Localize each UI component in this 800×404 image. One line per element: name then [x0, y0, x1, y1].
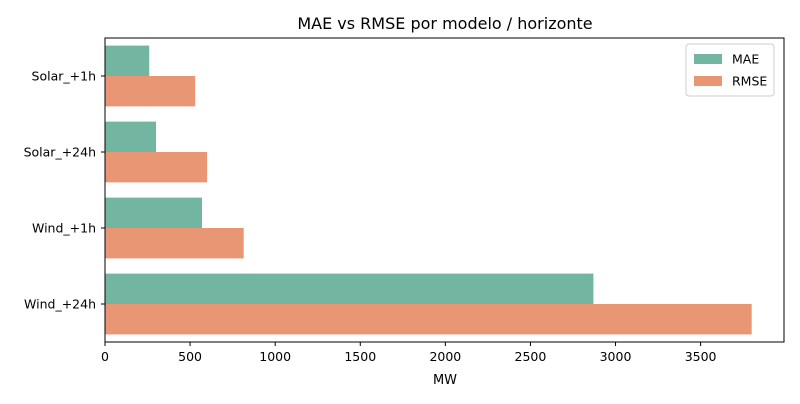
y-tick-label: Solar_+1h: [32, 69, 96, 84]
legend-swatch-mae: [694, 54, 722, 64]
bar-mae-wind-1h: [105, 197, 202, 228]
bar-mae-wind-24h: [105, 273, 594, 304]
x-tick-label: 1500: [344, 349, 376, 364]
legend-label-mae: MAE: [732, 52, 759, 67]
y-tick-label: Wind_+1h: [32, 221, 96, 236]
x-axis-label: MW: [433, 373, 457, 388]
plot-frame: [104, 37, 785, 343]
x-tick-label: 3500: [685, 349, 717, 364]
legend-swatch-rmse: [694, 76, 722, 86]
bar-mae-solar-24h: [105, 121, 157, 152]
bar-rmse-solar-1h: [105, 76, 196, 107]
y-tick-label: Wind_+24h: [24, 297, 96, 312]
bar-rmse-wind-1h: [105, 228, 244, 259]
y-tick-label: Solar_+24h: [24, 145, 96, 160]
bar-rmse-wind-24h: [105, 304, 752, 335]
bar-mae-solar-1h: [105, 45, 150, 76]
chart-title: MAE vs RMSE por modelo / horizonte: [297, 14, 592, 33]
legend: MAE RMSE: [685, 43, 775, 97]
bar-rmse-solar-24h: [105, 152, 208, 183]
x-tick-label: 500: [178, 349, 202, 364]
ticks-layer: Solar_+1h Solar_+24h Wind_+1h Wind_+24h 0 500…: [24, 69, 717, 365]
x-tick-label: 0: [101, 349, 109, 364]
axes-layer: [104, 37, 785, 343]
bars-layer: [105, 45, 752, 335]
x-tick-label: 2500: [515, 349, 547, 364]
x-tick-label: 1000: [259, 349, 291, 364]
x-tick-label: 2000: [429, 349, 461, 364]
x-tick-label: 3000: [600, 349, 632, 364]
legend-label-rmse: RMSE: [732, 74, 767, 89]
